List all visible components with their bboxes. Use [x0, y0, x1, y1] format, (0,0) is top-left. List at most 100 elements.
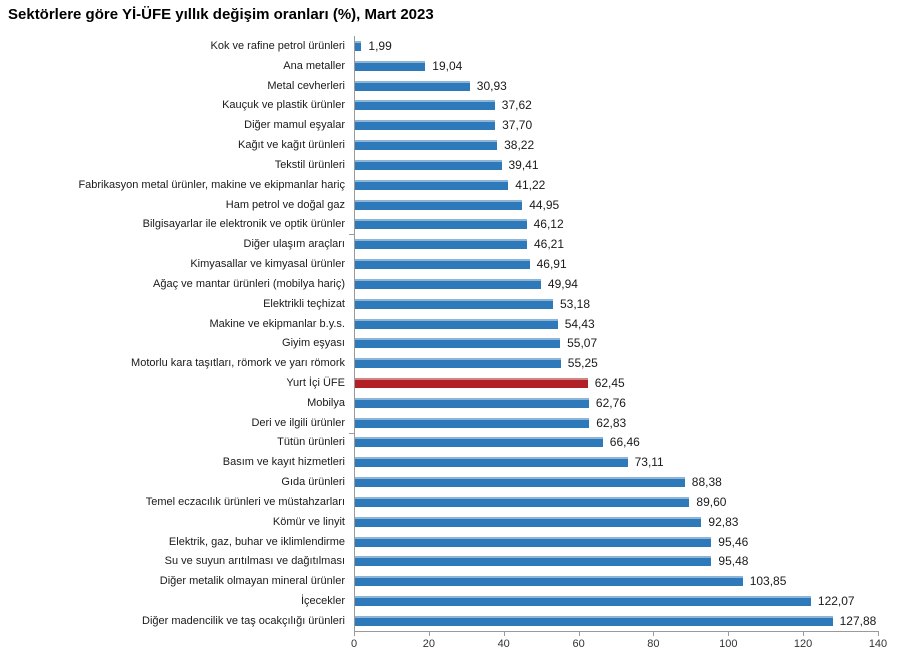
chart-row: Makine ve ekipmanlar b.y.s. 54,43 [0, 314, 902, 334]
category-label: Diğer mamul eşyalar [244, 119, 345, 132]
chart-row: Kimyasallar ve kimyasal ürünler 46,91 [0, 254, 902, 274]
chart-row: Su ve suyun arıtılması ve dağıtılması 95,… [0, 552, 902, 572]
category-label: Giyim eşyası [282, 337, 345, 350]
value-label: 95,46 [718, 534, 749, 549]
bar [354, 536, 712, 547]
category-label: Makine ve ekipmanlar b.y.s. [209, 317, 345, 330]
value-label: 89,60 [696, 494, 727, 509]
bar [354, 140, 498, 151]
chart-row: Basım ve kayıt hizmetleri 73,11 [0, 452, 902, 472]
bar-area: 41,22 [354, 175, 902, 195]
value-label: 66,46 [609, 435, 640, 450]
value-label: 55,07 [567, 336, 598, 351]
category-label: İçecekler [300, 595, 345, 608]
bar-area: 44,95 [354, 195, 902, 215]
bar-area: 54,43 [354, 314, 902, 334]
chart-row: İçecekler 122,07 [0, 591, 902, 611]
bar [354, 80, 470, 91]
value-label: 39,41 [508, 157, 539, 172]
bar-area: 88,38 [354, 472, 902, 492]
bar-area: 95,46 [354, 532, 902, 552]
category-label: Kağıt ve kağıt ürünleri [237, 139, 345, 152]
category-label: Yurt İçi ÜFE [286, 376, 345, 389]
value-label: 55,25 [567, 356, 598, 371]
y-axis-line [354, 36, 355, 631]
category-label: Ağaç ve mantar ürünleri (mobilya hariç) [153, 277, 345, 290]
category-label: Kömür ve linyit [272, 515, 345, 528]
category-label: Motorlu kara taşıtları, römork ve yarı r… [131, 357, 345, 370]
bar-area: 89,60 [354, 492, 902, 512]
bar [354, 239, 527, 250]
chart-row: Bilgisayarlar ile elektronik ve optik ür… [0, 214, 902, 234]
chart-row: Kağıt ve kağıt ürünleri 38,22 [0, 135, 902, 155]
x-axis-tick [728, 631, 730, 636]
bar [354, 60, 426, 71]
bar-area: 62,76 [354, 393, 902, 413]
bar [354, 40, 362, 51]
x-axis-tick-label: 100 [719, 638, 738, 650]
bar [354, 298, 553, 309]
chart-row: Ana metaller 19,04 [0, 56, 902, 76]
bar [354, 556, 712, 567]
bar-area: 66,46 [354, 433, 902, 453]
value-label: 19,04 [432, 58, 463, 73]
bar [354, 496, 690, 507]
chart-row: Diğer ulaşım araçları 46,21 [0, 234, 902, 254]
chart-row: Diğer madencilik ve taş ocakçılığı ürünl… [0, 611, 902, 631]
x-axis-line [354, 631, 879, 632]
bar-area: 37,70 [354, 115, 902, 135]
category-label: Gıda ürünleri [281, 476, 345, 489]
value-label: 30,93 [476, 78, 507, 93]
value-label: 54,43 [564, 316, 595, 331]
category-label: Basım ve kayıt hizmetleri [222, 456, 345, 469]
x-axis-tick-label: 60 [572, 638, 585, 650]
bar-area: 55,07 [354, 333, 902, 353]
chart-row: Diğer mamul eşyalar 37,70 [0, 115, 902, 135]
value-label: 46,91 [536, 257, 567, 272]
bar [354, 338, 561, 349]
x-axis-tick [578, 631, 580, 636]
value-label: 49,94 [547, 276, 578, 291]
category-label: Elektrik, gaz, buhar ve iklimlendirme [168, 535, 345, 548]
bar [354, 516, 702, 527]
x-axis-tick-label: 0 [350, 638, 358, 650]
category-label: Deri ve ilgili ürünler [251, 416, 345, 429]
category-label: Ana metaller [283, 59, 345, 72]
bar-area: 92,83 [354, 512, 902, 532]
bar-area: 37,62 [354, 95, 902, 115]
category-label: Kimyasallar ve kimyasal ürünler [190, 258, 345, 271]
bar-highlight [354, 377, 588, 388]
bar-area: 39,41 [354, 155, 902, 175]
bar-area: 127,88 [354, 611, 902, 631]
value-label: 92,83 [708, 514, 739, 529]
bar [354, 417, 590, 428]
bar-area: 73,11 [354, 452, 902, 472]
category-label: Temel eczacılık ürünleri ve müstahzarlar… [145, 495, 345, 508]
category-label: Kauçuk ve plastik ürünler [222, 99, 345, 112]
chart-row: Tütün ürünleri 66,46 [0, 433, 902, 453]
category-label: Fabrikasyon metal ürünler, makine ve eki… [78, 178, 345, 191]
category-label: Metal cevherleri [267, 79, 345, 92]
category-label: Ham petrol ve doğal gaz [225, 198, 345, 211]
category-label: Bilgisayarlar ile elektronik ve optik ür… [142, 218, 345, 231]
bar-area: 95,48 [354, 552, 902, 572]
x-axis-tick-label: 120 [793, 638, 813, 650]
value-label: 122,07 [817, 594, 855, 609]
bar [354, 259, 530, 270]
category-label: Elektrikli teçhizat [263, 297, 345, 310]
bar [354, 100, 495, 111]
value-label: 62,76 [595, 395, 626, 410]
bar [354, 576, 743, 587]
chart-row: Gıda ürünleri 88,38 [0, 472, 902, 492]
category-label: Diğer metalik olmayan mineral ürünler [159, 575, 345, 588]
chart-row: Deri ve ilgili ürünler 62,83 [0, 413, 902, 433]
chart-row: Diğer metalik olmayan mineral ürünler 103… [0, 571, 902, 591]
bar-area: 122,07 [354, 591, 902, 611]
bar [354, 179, 509, 190]
chart-row: Temel eczacılık ürünleri ve müstahzarlar… [0, 492, 902, 512]
chart-row: Kömür ve linyit 92,83 [0, 512, 902, 532]
x-axis-tick-label: 40 [497, 638, 510, 650]
chart-row: Ağaç ve mantar ürünleri (mobilya hariç) 4… [0, 274, 902, 294]
bar-area: 62,83 [354, 413, 902, 433]
